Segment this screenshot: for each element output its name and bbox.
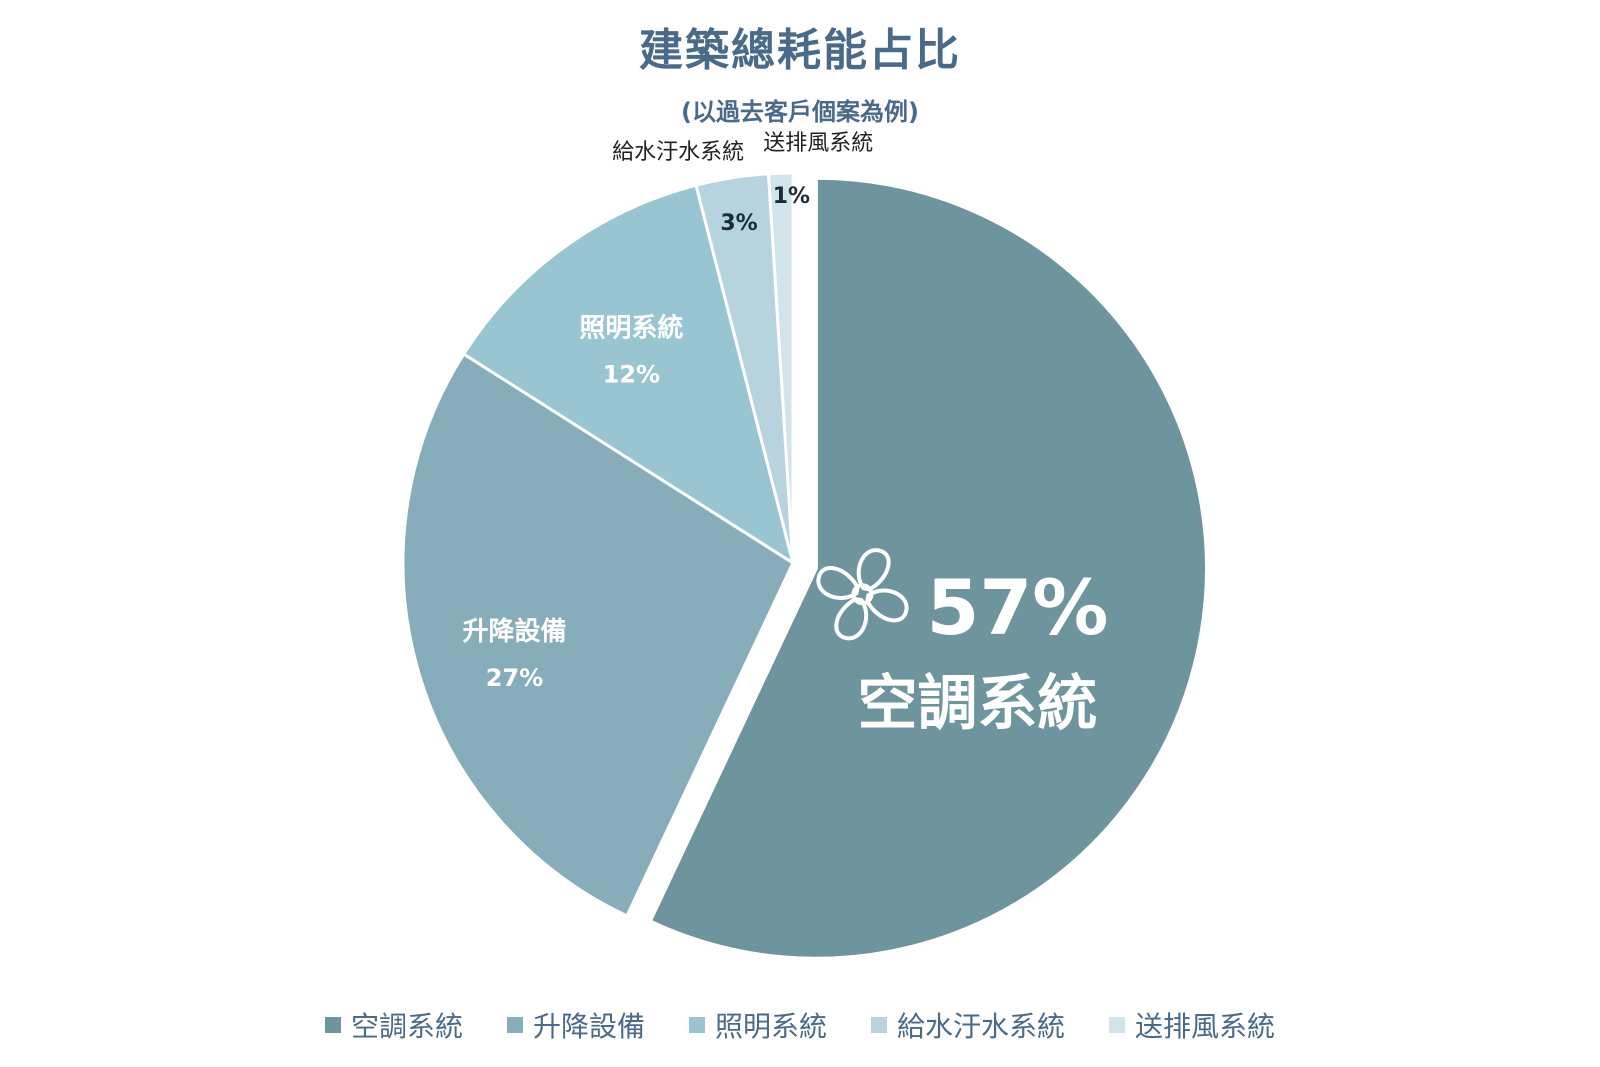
pie-slice-4	[766, 171, 795, 564]
category-label-2: 照明系統	[579, 313, 683, 344]
pie-slice-1	[401, 351, 795, 918]
legend-swatch-4	[1109, 1017, 1126, 1033]
legend-label-0: 空調系統	[350, 1010, 463, 1043]
chart-subtitle: (以過去客戶個案為例)	[681, 98, 919, 126]
chart-title: 建築總耗能占比	[639, 25, 961, 76]
legend-item-0: 空調系統	[324, 1005, 463, 1045]
category-label-1: 升降設備	[463, 616, 567, 647]
category-label-0: 空調系統	[857, 669, 1097, 739]
category-label-3: 給水汙水系統	[612, 140, 744, 165]
legend-swatch-1	[506, 1017, 523, 1033]
category-label-4: 送排風系統	[763, 131, 873, 156]
pie-slice-2	[461, 183, 796, 567]
legend-label-2: 照明系統	[714, 1010, 827, 1043]
pie-slice-0	[648, 176, 1208, 960]
fan-icon	[816, 548, 909, 641]
legend-item-2: 照明系統	[688, 1005, 827, 1045]
value-label-1: 27%	[486, 664, 543, 692]
value-label-3: 3%	[720, 211, 757, 236]
value-label-4: 1%	[773, 184, 810, 209]
legend-swatch-3	[871, 1017, 887, 1033]
legend-swatch-2	[688, 1017, 705, 1033]
legend-swatch-0	[324, 1017, 341, 1033]
legend-label-3: 給水汙水系統	[897, 1010, 1066, 1043]
legend-item-4: 送排風系統	[1109, 1005, 1275, 1045]
legend-label-1: 升降設備	[532, 1010, 645, 1043]
chart-legend: 空調系統 升降設備 照明系統 給水汙水系統 送排風系統	[0, 1005, 1600, 1045]
legend-item-1: 升降設備	[506, 1005, 645, 1045]
value-label-0: 57%	[926, 563, 1108, 652]
legend-item-3: 給水汙水系統	[871, 1005, 1065, 1045]
value-label-2: 12%	[603, 361, 660, 389]
legend-label-4: 送排風系統	[1135, 1010, 1276, 1043]
